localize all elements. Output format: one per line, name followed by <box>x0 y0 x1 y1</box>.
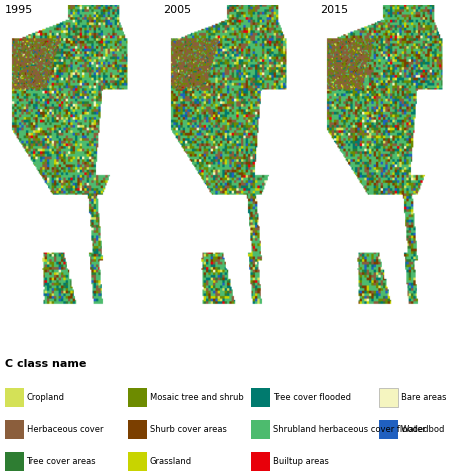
Bar <box>128 452 147 471</box>
Bar <box>5 452 24 471</box>
Text: Mosaic tree and shrub: Mosaic tree and shrub <box>150 393 244 401</box>
Text: Cropland: Cropland <box>27 393 64 401</box>
Bar <box>251 419 270 439</box>
Text: 2015: 2015 <box>320 5 348 15</box>
Bar <box>251 388 270 407</box>
Bar <box>128 388 147 407</box>
Text: C class name: C class name <box>5 359 86 369</box>
Text: Herbaceous cover: Herbaceous cover <box>27 425 103 434</box>
Bar <box>5 388 24 407</box>
Bar <box>128 419 147 439</box>
Text: 1995: 1995 <box>5 5 33 15</box>
Text: Builtup areas: Builtup areas <box>273 457 329 465</box>
Text: Water bod: Water bod <box>401 425 445 434</box>
Text: Bare areas: Bare areas <box>401 393 447 401</box>
Text: Shurb cover areas: Shurb cover areas <box>150 425 227 434</box>
Bar <box>379 388 398 407</box>
Text: Tree cover areas: Tree cover areas <box>27 457 96 465</box>
Bar <box>5 419 24 439</box>
Bar <box>251 452 270 471</box>
Text: Shrubland herbaceous cover flooded: Shrubland herbaceous cover flooded <box>273 425 428 434</box>
Text: 2005: 2005 <box>164 5 191 15</box>
Text: Grassland: Grassland <box>150 457 192 465</box>
Text: Tree cover flooded: Tree cover flooded <box>273 393 351 401</box>
Bar <box>379 419 398 439</box>
